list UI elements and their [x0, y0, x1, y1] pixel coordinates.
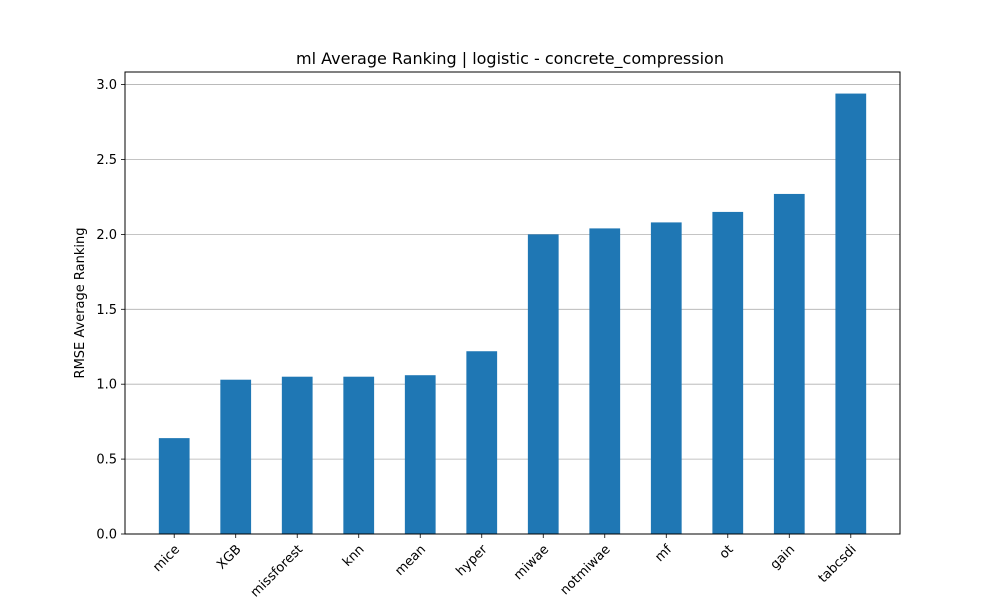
- bar-hyper: [466, 351, 498, 534]
- bar-mf: [650, 222, 682, 534]
- y-axis-ticks: 0.0 0.5 1.0 1.5 2.0 2.5 3.0: [96, 78, 125, 543]
- bar-miwae: [527, 234, 559, 534]
- bar-mean: [404, 375, 436, 534]
- bar-XGB: [220, 379, 252, 534]
- y-tick-label: 0.0: [96, 528, 117, 543]
- bar-notmiwae: [589, 228, 621, 534]
- bar-mice: [158, 438, 190, 534]
- y-tick-label: 1.5: [96, 303, 117, 318]
- x-tick-label: hyper: [453, 542, 491, 580]
- plot-frame: [124, 71, 901, 535]
- y-tick-label: 0.5: [96, 453, 117, 468]
- bar-gain: [773, 193, 805, 534]
- x-tick-label: ot: [717, 542, 737, 562]
- bar-missforest: [281, 376, 313, 534]
- x-tick-label: notmiwae: [558, 542, 614, 598]
- chart-title: ml Average Ranking | logistic - concrete…: [296, 49, 724, 69]
- y-tick-label: 2.5: [96, 153, 117, 168]
- y-axis-label: RMSE Average Ranking: [73, 228, 88, 379]
- x-tick-label: gain: [768, 542, 798, 572]
- bars: [158, 93, 867, 535]
- x-tick-label: mice: [150, 542, 183, 575]
- x-axis-ticks: mice XGB missforest knn mean hyper miwae notmiw…: [150, 534, 860, 600]
- x-tick-label: knn: [340, 542, 368, 570]
- bar-ot: [712, 211, 744, 535]
- bar-tabcsdi: [835, 93, 867, 534]
- x-tick-label: tabcsdi: [816, 542, 860, 586]
- x-tick-label: miwae: [511, 542, 552, 583]
- bar-knn: [343, 376, 375, 534]
- x-tick-label: missforest: [248, 542, 306, 600]
- x-tick-label: mean: [392, 542, 429, 579]
- y-tick-label: 3.0: [96, 78, 117, 93]
- y-tick-label: 1.0: [96, 378, 117, 393]
- grid-lines: [125, 84, 900, 535]
- x-tick-label: XGB: [214, 542, 244, 572]
- y-tick-label: 2.0: [96, 228, 117, 243]
- x-tick-label: mf: [652, 542, 675, 565]
